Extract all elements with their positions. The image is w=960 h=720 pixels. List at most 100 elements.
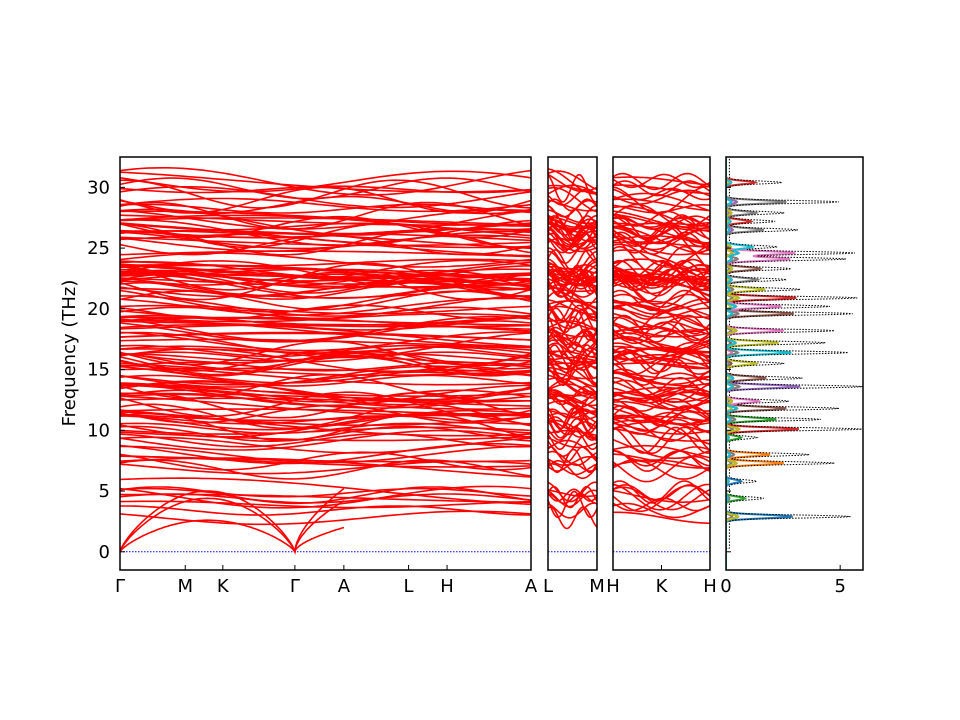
phonon-band (548, 459, 597, 480)
phonon-band (613, 293, 710, 305)
phonon-band (120, 306, 531, 320)
phonon-band (613, 380, 710, 403)
phonon-band (548, 456, 597, 466)
kpoint-label: Γ (290, 576, 300, 597)
band-panel-frame (119, 156, 532, 571)
phonon-band (613, 276, 710, 289)
phonon-band (613, 486, 710, 511)
phonon-band (120, 177, 531, 200)
phonon-band (120, 351, 531, 363)
phonon-band (120, 304, 531, 320)
phonon-band (120, 409, 531, 426)
phonon-band (120, 477, 531, 506)
phonon-band (120, 445, 531, 464)
partial-dos-curve (726, 157, 794, 570)
phonon-band (613, 438, 710, 460)
phonon-band (613, 216, 710, 230)
phonon-band (548, 328, 597, 338)
phonon-band (548, 481, 597, 503)
phonon-band (120, 171, 531, 193)
phonon-band (548, 404, 597, 430)
phonon-band (120, 487, 531, 498)
kpoint-label: L (404, 576, 414, 597)
phonon-band (120, 258, 531, 267)
kpoint-label: A (338, 576, 351, 597)
phonon-band (613, 268, 710, 291)
phonon-band (548, 394, 597, 408)
phonon-band (120, 425, 531, 443)
phonon-band (613, 235, 710, 256)
phonon-band (120, 252, 531, 268)
phonon-band (613, 370, 710, 386)
phonon-band (613, 321, 710, 331)
dos-x-tick-label: 5 (834, 576, 845, 597)
phonon-band (613, 446, 710, 463)
phonon-band (548, 506, 597, 530)
phonon-band (548, 408, 597, 419)
phonon-band (613, 210, 710, 230)
phonon-band (120, 459, 531, 480)
phonon-band (548, 261, 597, 284)
kpoint-label: H (440, 576, 454, 597)
phonon-band (613, 407, 710, 425)
phonon-band (548, 198, 597, 212)
phonon-band (613, 226, 710, 254)
phonon-band (613, 260, 710, 285)
y-tick-label: 30 (87, 177, 110, 198)
phonon-band (613, 231, 710, 255)
phonon-band (120, 426, 531, 435)
phonon-band (613, 411, 710, 423)
band-panel-frame (547, 156, 598, 571)
phonon-band (613, 377, 710, 396)
band-panel-3 (613, 172, 710, 553)
phonon-band (120, 510, 531, 526)
phonon-band (548, 439, 597, 459)
phonon-band (120, 500, 531, 509)
dos-x-tick-label: 0 (720, 576, 731, 597)
phonon-band (120, 203, 531, 214)
phonon-band (548, 344, 597, 370)
y-tick-label: 10 (87, 420, 110, 441)
y-tick-label: 25 (87, 238, 110, 259)
kpoint-label: L (543, 576, 553, 597)
phonon-band (613, 415, 710, 422)
phonon-band (613, 203, 710, 228)
phonon-band (120, 186, 531, 209)
phonon-band (613, 349, 710, 365)
phonon-band (613, 215, 710, 239)
phonon-band (548, 416, 597, 438)
phonon-band (548, 502, 597, 519)
phonon-band (548, 407, 597, 434)
phonon-band (548, 199, 597, 218)
phonon-band (548, 267, 597, 274)
phonon-band (613, 453, 710, 469)
phonon-band (613, 189, 710, 205)
phonon-band (120, 197, 531, 213)
phonon-band (548, 377, 597, 395)
phonon-band (613, 336, 710, 353)
phonon-band (120, 264, 531, 289)
phonon-band (613, 459, 710, 471)
phonon-band (613, 173, 710, 189)
phonon-band (548, 390, 597, 397)
phonon-band (120, 436, 531, 454)
y-tick-label: 20 (87, 299, 110, 320)
y-tick-label: 5 (99, 481, 110, 502)
phonon-band (548, 219, 597, 248)
phonon-band (120, 271, 531, 301)
phonon-band (548, 388, 597, 407)
phonon-band (613, 401, 710, 410)
phonon-band (548, 316, 597, 342)
phonon-band (613, 258, 710, 281)
phonon-band (548, 215, 597, 231)
phonon-band (548, 463, 597, 476)
phonon-band (613, 312, 710, 333)
phonon-band (613, 180, 710, 197)
phonon-band (548, 342, 597, 360)
phonon-band (548, 219, 597, 230)
phonon-band (120, 320, 531, 328)
phonon-band (548, 186, 597, 213)
phonon-band (548, 250, 597, 275)
phonon-band (613, 386, 710, 400)
